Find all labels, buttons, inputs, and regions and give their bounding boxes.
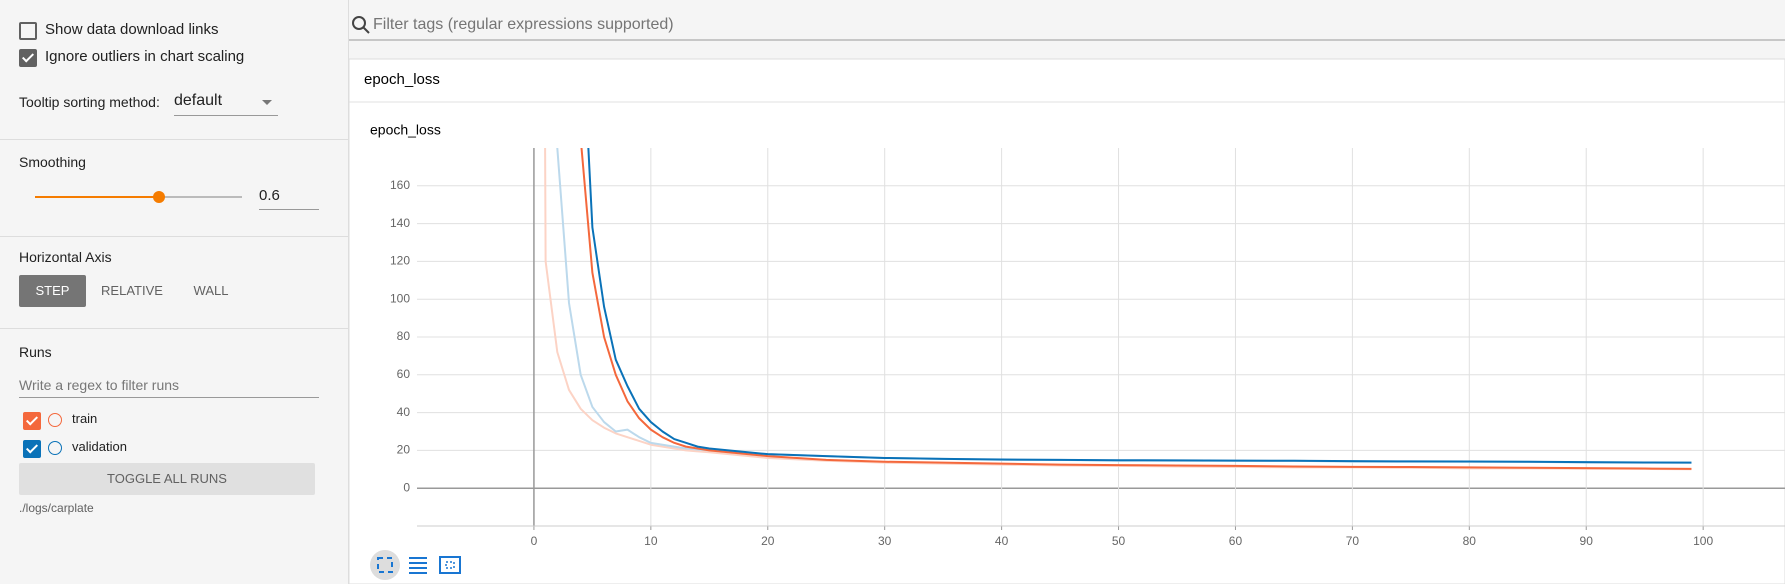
log-button[interactable]	[409, 557, 427, 574]
series-line	[587, 148, 1692, 464]
y-tick-label: 100	[390, 291, 410, 305]
smoothing-label: Smoothing	[19, 154, 86, 170]
y-tick-label: 140	[390, 216, 410, 230]
checkbox[interactable]	[19, 49, 37, 67]
y-tick-label: 80	[397, 329, 411, 343]
x-tick-label: 60	[1229, 534, 1243, 548]
y-tick-label: 120	[390, 254, 410, 268]
input-underline	[19, 397, 319, 398]
run-checkbox[interactable]	[23, 412, 41, 430]
select-underline	[174, 115, 278, 116]
slider-knob[interactable]	[153, 191, 166, 203]
run-name: validation	[72, 439, 127, 454]
chart-title: epoch_loss	[370, 122, 441, 138]
separator	[0, 139, 348, 140]
y-tick-label: 0	[403, 480, 410, 494]
card-title[interactable]: epoch_loss	[364, 71, 440, 88]
y-tick-label: 40	[397, 405, 411, 419]
run-color	[48, 413, 62, 427]
run-name: train	[72, 411, 98, 426]
y-tick-label: 60	[397, 367, 411, 381]
select-arrow	[262, 100, 272, 105]
plot-lines	[544, 148, 1692, 471]
option-label[interactable]: Show data download links	[45, 21, 219, 38]
card	[349, 58, 1785, 584]
x-tick-label: 0	[531, 534, 538, 548]
x-tick-label: 80	[1463, 534, 1477, 548]
tag-filter[interactable]: Filter tags (regular expressions support…	[373, 16, 674, 33]
zoom-icon	[445, 561, 455, 569]
separator	[0, 236, 348, 237]
tooltip-select[interactable]: default	[174, 92, 223, 109]
chart-toolbar	[370, 550, 461, 580]
runs-label: Runs	[19, 344, 52, 360]
run-color	[48, 441, 62, 455]
option-label[interactable]: Ignore outliers in chart scaling	[45, 48, 245, 65]
x-tick-label: 90	[1580, 534, 1594, 548]
x-tick-label: 30	[878, 534, 892, 548]
x-tick-label: 70	[1346, 534, 1360, 548]
smoothing-value[interactable]: 0.6	[259, 187, 280, 204]
checkbox[interactable]	[19, 22, 37, 40]
fit-icon	[377, 557, 393, 573]
axis-button[interactable]: WALL	[193, 283, 229, 298]
main-panel: Filter tags (regular expressions support…	[349, 0, 1785, 584]
axis-button[interactable]: STEP	[19, 275, 86, 307]
runs-filter[interactable]: Write a regex to filter runs	[19, 377, 180, 393]
axis-label: Horizontal Axis	[19, 249, 112, 265]
x-tick-label: 50	[1112, 534, 1126, 548]
search-icon	[352, 16, 366, 30]
tooltip-label: Tooltip sorting method:	[19, 94, 160, 110]
axis-button[interactable]: RELATIVE	[101, 283, 163, 298]
run-checkbox[interactable]	[23, 440, 41, 458]
slider-fill	[35, 196, 160, 198]
log-dir: ./logs/carplate	[19, 501, 94, 515]
x-tick-label: 20	[761, 534, 775, 548]
x-tick-label: 100	[1693, 534, 1713, 548]
y-tick-label: 160	[390, 178, 410, 192]
input-underline	[259, 209, 319, 210]
fit-button[interactable]	[370, 550, 400, 580]
zoom-button[interactable]	[439, 556, 461, 574]
toggle-button[interactable]: TOGGLE ALL RUNS	[19, 463, 315, 495]
separator	[0, 328, 348, 329]
y-tick-label: 20	[397, 443, 411, 457]
sidebar: Show data download links Ignore outliers…	[0, 0, 349, 584]
search-icon	[362, 26, 370, 34]
x-tick-label: 40	[995, 534, 1009, 548]
x-tick-label: 10	[644, 534, 658, 548]
series-line	[580, 148, 1692, 470]
